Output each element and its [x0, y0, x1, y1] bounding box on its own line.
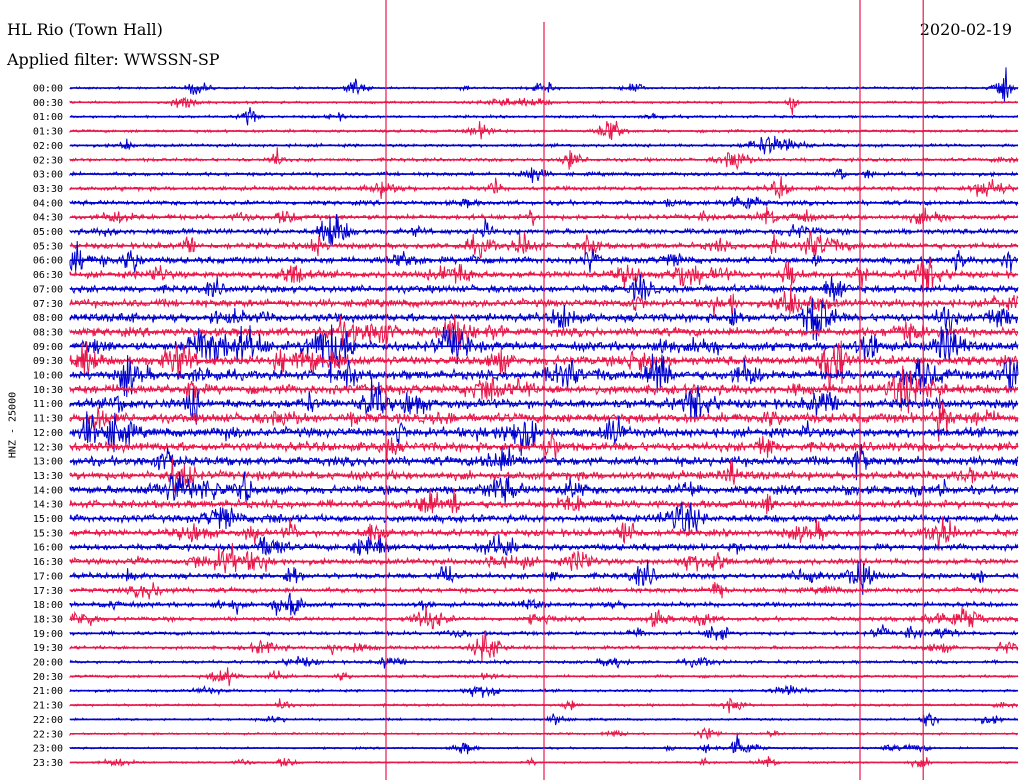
row-time-label: 07:30 — [33, 299, 63, 310]
row-time-label: 01:30 — [33, 127, 63, 138]
row-time-label: 10:30 — [33, 385, 63, 396]
row-time-label: 08:30 — [33, 327, 63, 338]
row-time-label: 14:00 — [33, 485, 63, 496]
row-time-label: 19:30 — [33, 643, 63, 654]
row-time-label: 17:00 — [33, 571, 63, 582]
row-time-label: 13:00 — [33, 457, 63, 468]
row-time-label: 04:30 — [33, 213, 63, 224]
row-time-label: 07:00 — [33, 284, 63, 295]
row-time-label: 03:30 — [33, 184, 63, 195]
row-time-label: 09:30 — [33, 356, 63, 367]
row-time-label: 14:30 — [33, 500, 63, 511]
row-time-label: 05:00 — [33, 227, 63, 238]
row-time-label: 09:00 — [33, 342, 63, 353]
row-time-label: 23:00 — [33, 744, 63, 755]
row-time-label: 12:30 — [33, 442, 63, 453]
row-time-label: 00:00 — [33, 84, 63, 95]
row-time-label: 21:30 — [33, 701, 63, 712]
row-time-label: 02:00 — [33, 141, 63, 152]
row-time-label: 05:30 — [33, 241, 63, 252]
row-time-label: 18:00 — [33, 600, 63, 611]
row-time-label: 12:00 — [33, 428, 63, 439]
row-time-label: 03:00 — [33, 170, 63, 181]
row-time-label: 08:00 — [33, 313, 63, 324]
row-time-label: 15:30 — [33, 528, 63, 539]
row-time-label: 11:00 — [33, 399, 63, 410]
row-time-label: 13:30 — [33, 471, 63, 482]
row-time-label: 04:00 — [33, 198, 63, 209]
row-time-label: 20:30 — [33, 672, 63, 683]
row-time-label: 22:30 — [33, 729, 63, 740]
row-time-label: 01:00 — [33, 112, 63, 123]
row-time-label: 21:00 — [33, 686, 63, 697]
row-time-label: 06:00 — [33, 256, 63, 267]
date-label: 2020-02-19 — [919, 20, 1012, 39]
row-time-label: 17:30 — [33, 586, 63, 597]
row-time-label: 16:00 — [33, 543, 63, 554]
filter-label: Applied filter: WWSSN-SP — [7, 50, 220, 69]
row-time-label: 19:00 — [33, 629, 63, 640]
row-time-label: 00:30 — [33, 98, 63, 109]
station-title: HL Rio (Town Hall) — [7, 20, 163, 39]
row-time-label: 02:30 — [33, 155, 63, 166]
row-time-label: 23:30 — [33, 758, 63, 769]
row-time-label: 20:00 — [33, 658, 63, 669]
row-time-label: 22:00 — [33, 715, 63, 726]
row-time-label: 15:00 — [33, 514, 63, 525]
row-time-label: 06:30 — [33, 270, 63, 281]
row-time-label: 16:30 — [33, 557, 63, 568]
row-time-label: 11:30 — [33, 414, 63, 425]
row-time-label: 18:30 — [33, 614, 63, 625]
row-time-label: 10:00 — [33, 371, 63, 382]
